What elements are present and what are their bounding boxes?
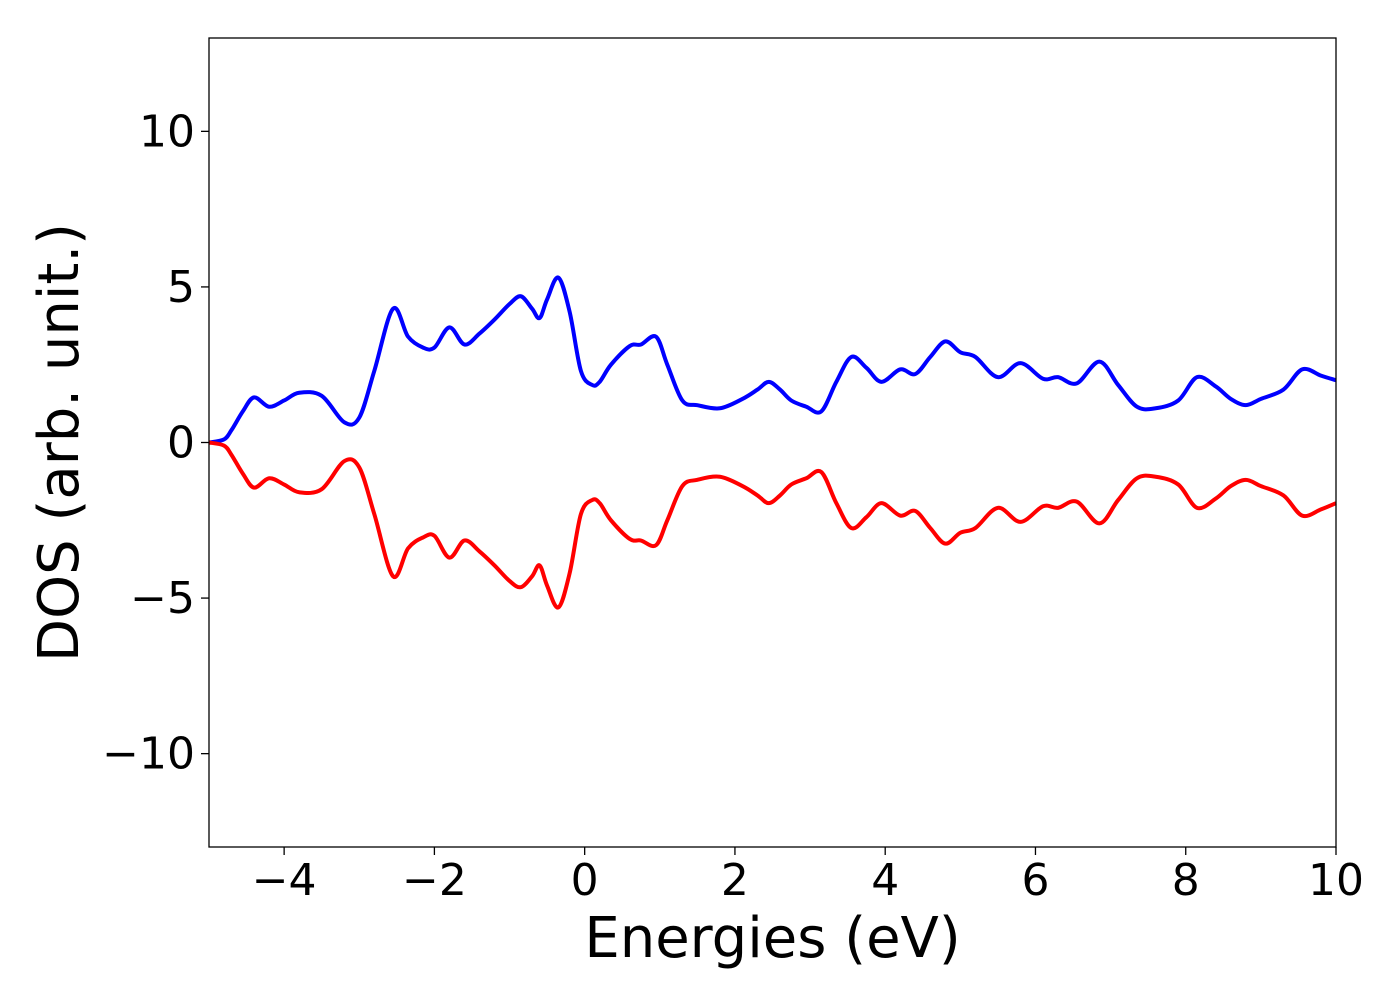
x-tick-label: 2 bbox=[721, 855, 749, 906]
x-tick-label: 0 bbox=[571, 855, 599, 906]
x-tick-label: −4 bbox=[252, 855, 317, 906]
plot-area-frame bbox=[208, 37, 1337, 848]
y-tick-label: 10 bbox=[139, 106, 195, 157]
x-tick-label: 6 bbox=[1021, 855, 1049, 906]
x-axis-ticks: −4 −2 0 2 4 6 8 10 bbox=[252, 847, 1364, 906]
y-tick-label: 5 bbox=[167, 262, 195, 313]
x-tick-label: −2 bbox=[402, 855, 467, 906]
y-axis-label: DOS (arb. unit.) bbox=[27, 223, 92, 662]
spin-down-line bbox=[208, 440, 1337, 610]
series-layer bbox=[208, 275, 1337, 610]
spin-up-line bbox=[208, 275, 1337, 445]
y-tick-label: −10 bbox=[102, 729, 195, 780]
x-tick-label: 8 bbox=[1172, 855, 1200, 906]
y-tick-label: 0 bbox=[167, 418, 195, 469]
x-tick-label: 10 bbox=[1308, 855, 1364, 906]
y-tick-label: −5 bbox=[130, 573, 195, 624]
x-tick-label: 4 bbox=[871, 855, 899, 906]
y-axis-ticks: 10 5 0 −5 −10 bbox=[102, 106, 209, 780]
x-axis-label: Energies (eV) bbox=[584, 906, 960, 971]
